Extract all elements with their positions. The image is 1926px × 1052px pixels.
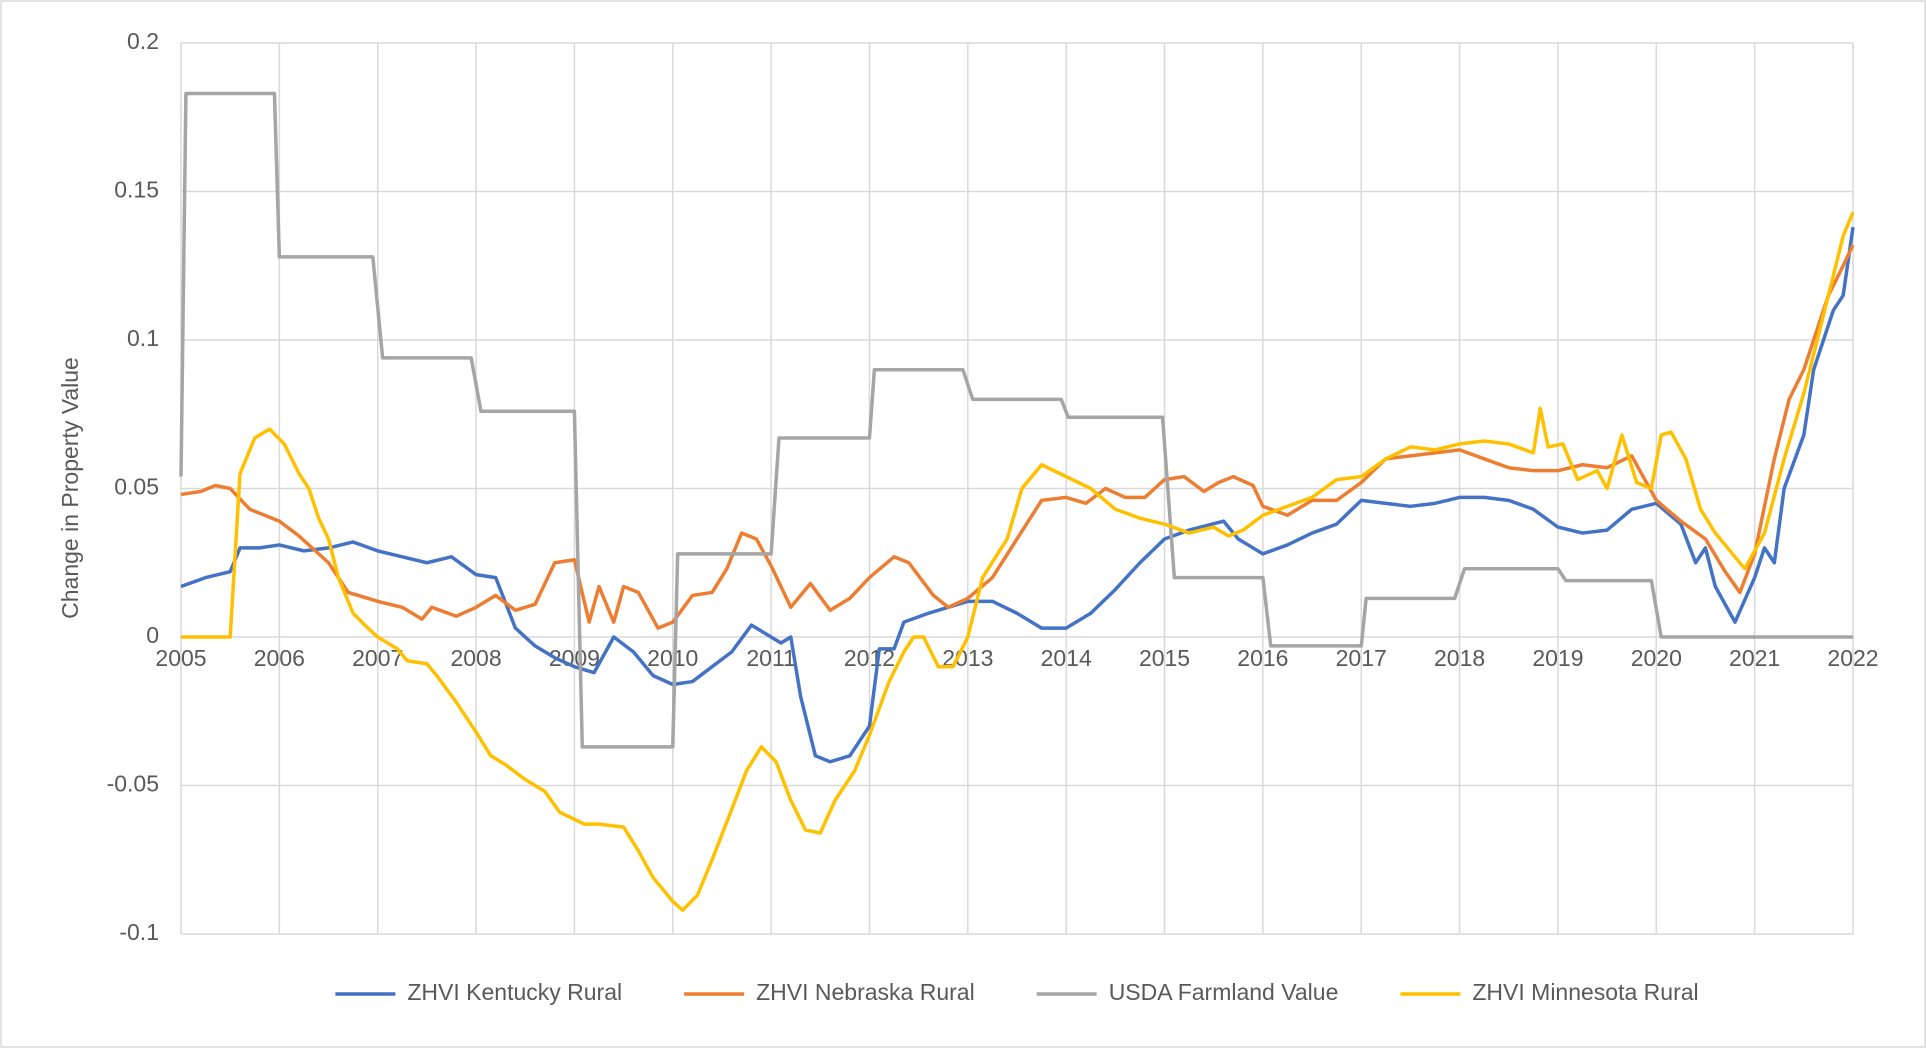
x-tick-label: 2016 <box>1237 645 1288 671</box>
line-series <box>180 244 1855 630</box>
line-series <box>181 211 1855 912</box>
x-tick-label: 2005 <box>155 645 206 671</box>
x-tick-label: 2018 <box>1434 645 1485 671</box>
x-tick-label: 2017 <box>1336 645 1387 671</box>
x-tick-label: 2020 <box>1631 645 1682 671</box>
legend-label: ZHVI Nebraska Rural <box>756 979 975 1005</box>
x-tick-label: 2011 <box>746 645 795 671</box>
y-axis-label: Change in Property Value <box>57 357 83 619</box>
y-tick-label: 0.1 <box>127 325 159 351</box>
x-tick-label: 2015 <box>1139 645 1190 671</box>
line-series <box>179 91 1853 749</box>
y-tick-label: 0.05 <box>114 474 159 500</box>
x-tick-label: 2021 <box>1729 645 1780 671</box>
x-tick-label: 2007 <box>352 645 403 671</box>
x-tick-label: 2019 <box>1532 645 1583 671</box>
y-tick-label: -0.1 <box>119 919 159 945</box>
y-tick-label: -0.05 <box>107 771 159 797</box>
x-tick-label: 2008 <box>450 645 501 671</box>
x-tick-label: 2014 <box>1041 645 1092 671</box>
x-tick-label: 2006 <box>254 645 305 671</box>
legend-label: ZHVI Minnesota Rural <box>1472 979 1698 1005</box>
legend-label: ZHVI Kentucky Rural <box>407 979 622 1005</box>
x-tick-label: 2022 <box>1827 645 1878 671</box>
y-tick-label: 0.15 <box>114 177 159 203</box>
line-series <box>180 226 1855 764</box>
legend-label: USDA Farmland Value <box>1109 979 1339 1005</box>
x-tick-label: 2010 <box>647 645 698 671</box>
y-tick-label: 0.2 <box>127 28 159 54</box>
y-tick-label: 0 <box>146 622 159 648</box>
